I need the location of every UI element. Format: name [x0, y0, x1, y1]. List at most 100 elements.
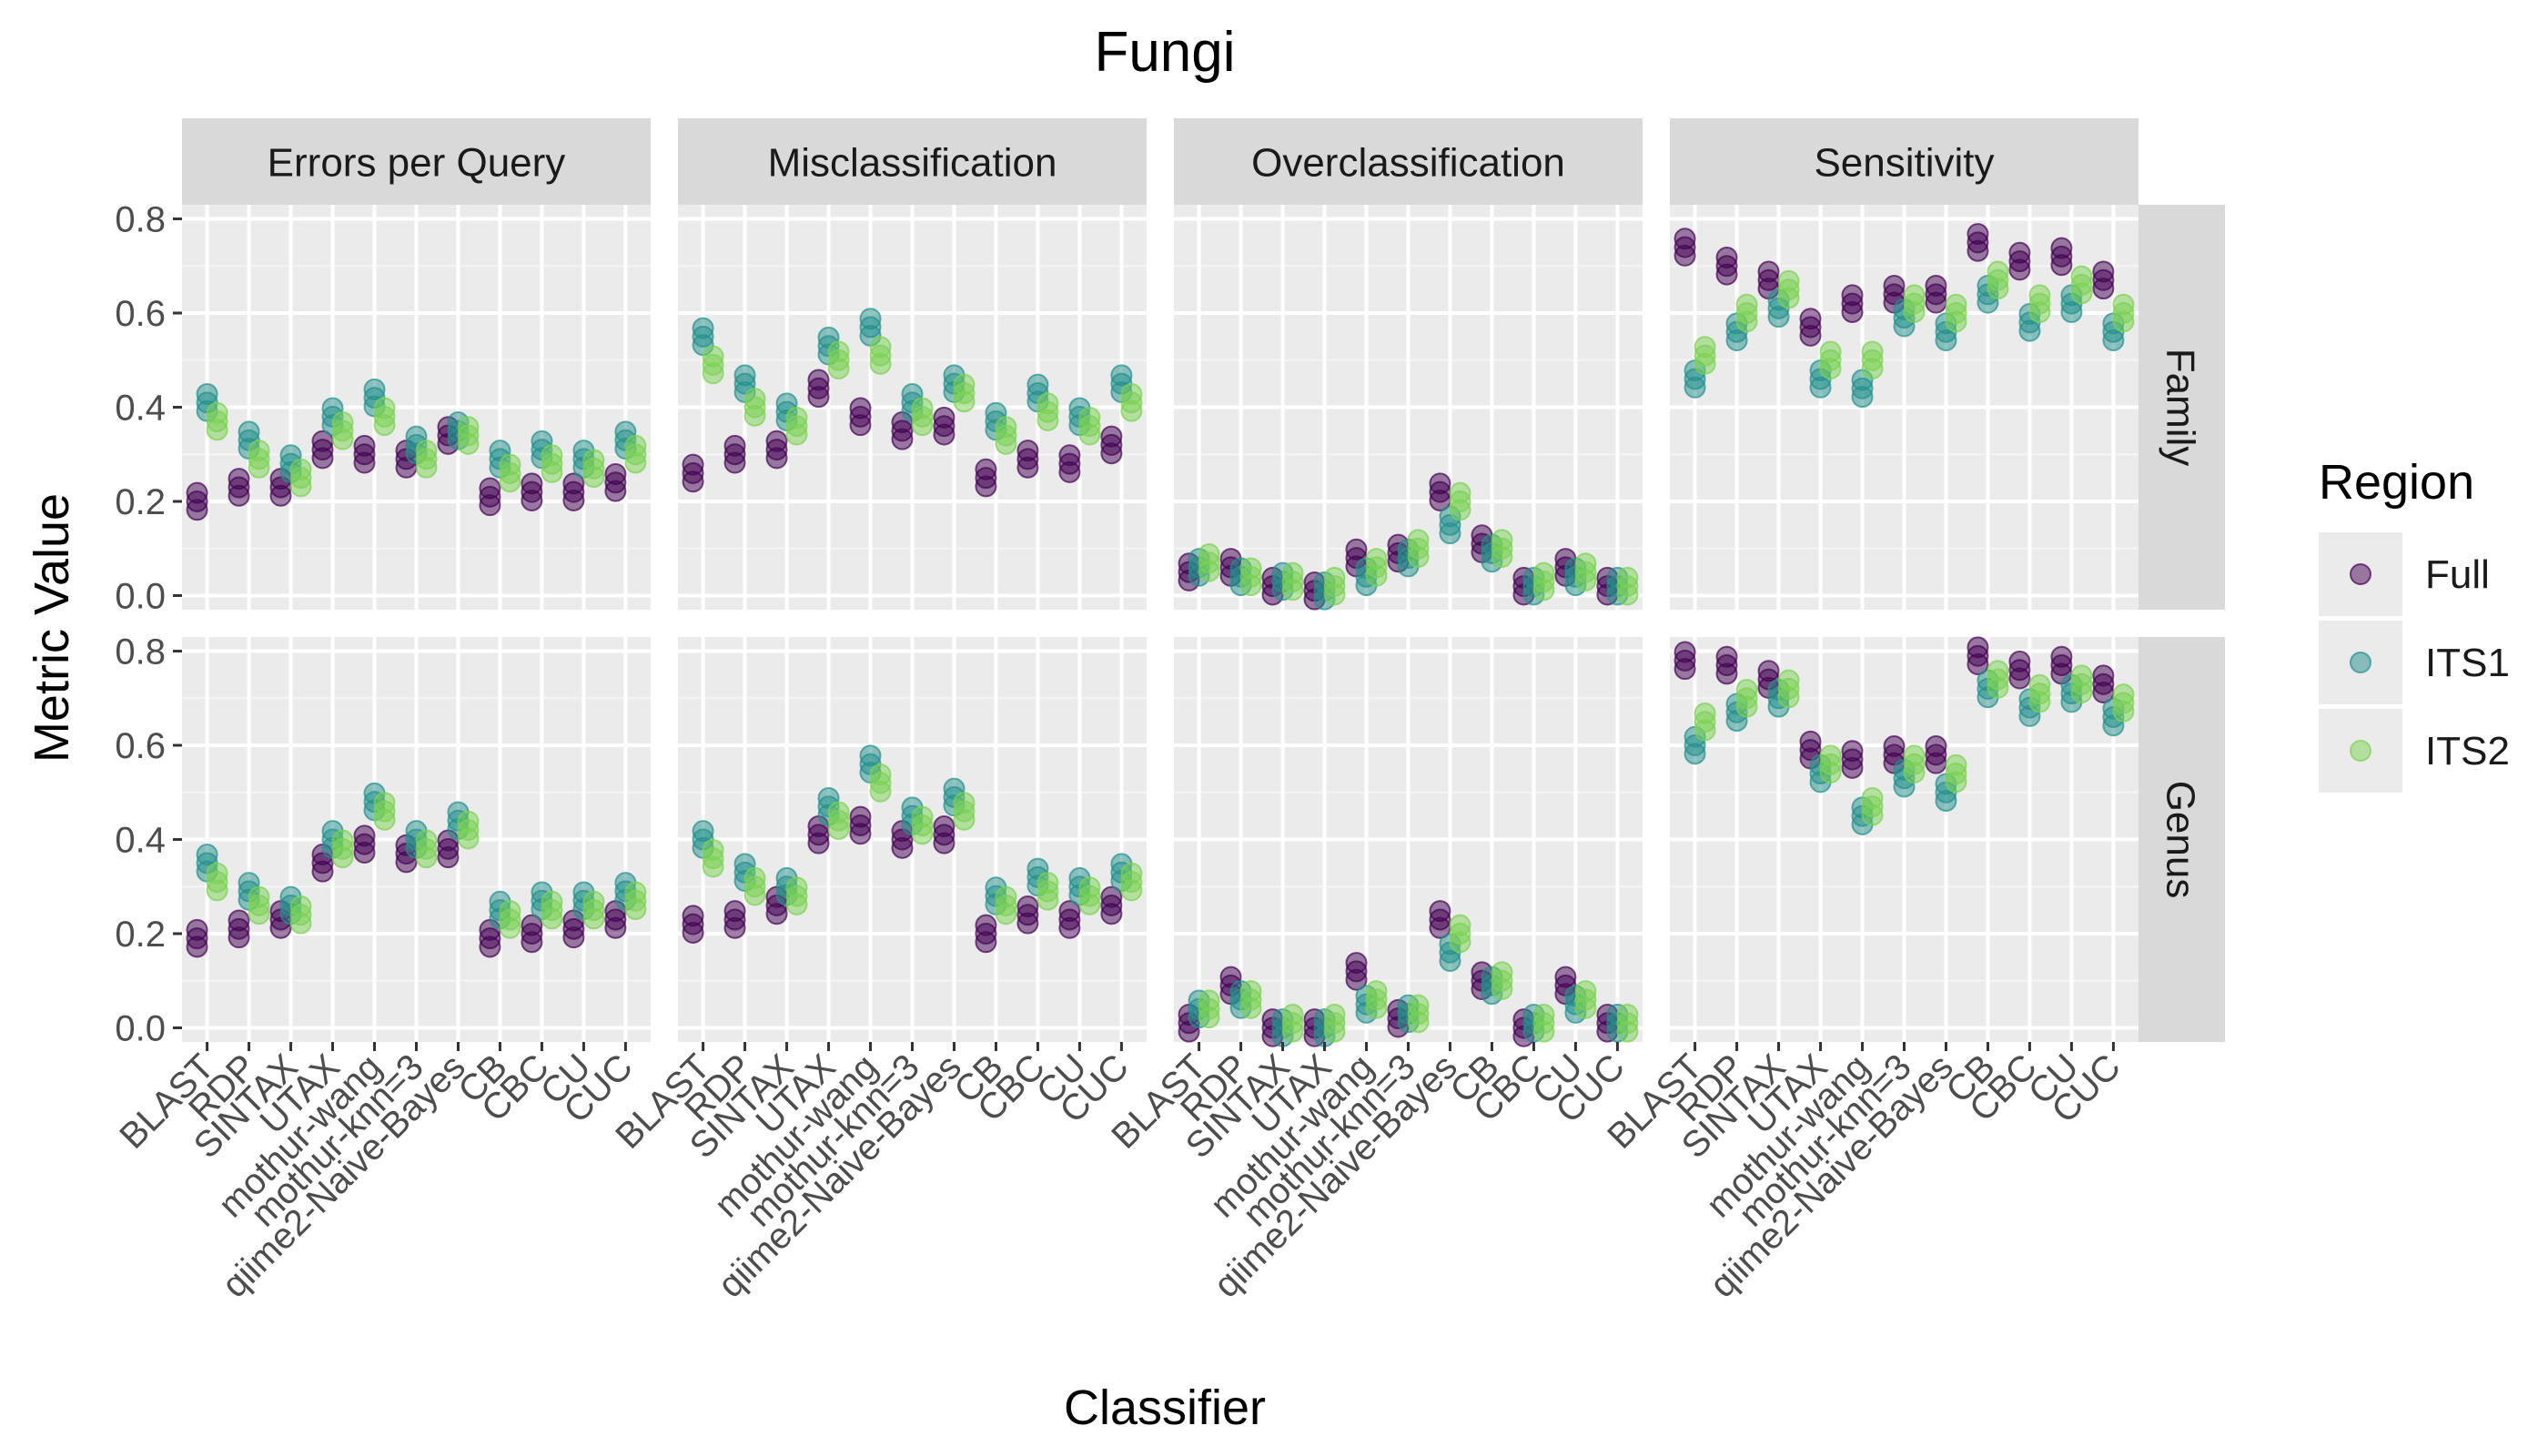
- data-point: [373, 792, 396, 814]
- panel-family-sensitivity: [1670, 205, 2138, 610]
- data-point: [1574, 980, 1597, 1003]
- data-point: [723, 434, 746, 457]
- data-point: [1281, 1003, 1304, 1026]
- strip-label: Genus: [2159, 781, 2203, 899]
- data-point: [2050, 645, 2073, 668]
- data-point: [1036, 872, 1059, 895]
- data-point: [1819, 744, 1842, 767]
- data-point: [1058, 444, 1081, 467]
- data-point: [1903, 744, 1926, 767]
- data-point: [1365, 548, 1388, 571]
- legend-item-its2: ITS2: [2319, 709, 2510, 793]
- data-point: [1281, 561, 1304, 584]
- strip-background: [1670, 118, 2138, 205]
- data-point: [186, 918, 208, 941]
- data-point: [1861, 786, 1884, 809]
- data-point: [196, 844, 218, 866]
- panel-genus-sensitivity: BLASTRDPSINTAXUTAXmothur-wangmothur-knn=…: [1600, 636, 2138, 1305]
- series-its2: [1198, 481, 1639, 606]
- data-point: [228, 909, 250, 932]
- strip-sensitivity: Sensitivity: [1670, 118, 2138, 205]
- data-point: [1532, 561, 1555, 584]
- data-point: [785, 876, 808, 899]
- y-tick-label: 0.2: [115, 482, 166, 522]
- data-point: [682, 453, 704, 476]
- strip-background: [2138, 205, 2225, 610]
- y-tick-label: 0.6: [115, 294, 166, 334]
- data-point: [1967, 636, 1989, 659]
- data-point: [562, 472, 585, 495]
- data-point: [1777, 669, 1800, 692]
- data-point: [457, 810, 480, 833]
- series-its2: [1694, 260, 2135, 380]
- data-point: [521, 472, 543, 495]
- data-point: [1861, 340, 1884, 363]
- data-point: [353, 824, 376, 847]
- data-point: [331, 411, 354, 434]
- data-point: [702, 838, 724, 861]
- data-point: [975, 914, 997, 936]
- data-point: [1841, 740, 1864, 763]
- data-point: [2008, 241, 2031, 264]
- data-point: [765, 430, 788, 452]
- data-point: [1987, 660, 2009, 682]
- panel-genus-overclassification: BLASTRDPSINTAXUTAXmothur-wangmothur-knn=…: [1104, 637, 1643, 1305]
- data-point: [2028, 673, 2051, 696]
- data-point: [2092, 664, 2115, 687]
- data-point: [1757, 660, 1780, 682]
- strip-background: [678, 118, 1147, 205]
- data-point: [869, 336, 892, 359]
- strip-label: Misclassification: [768, 141, 1057, 186]
- series-its2: [702, 763, 1143, 925]
- strip-family: Family: [2138, 205, 2225, 610]
- data-point: [1110, 364, 1133, 387]
- data-point: [1799, 730, 1822, 753]
- data-point: [196, 383, 218, 406]
- data-point: [807, 369, 830, 391]
- strip-label: Family: [2159, 349, 2203, 467]
- strip-background: [1174, 118, 1643, 205]
- data-point: [1016, 440, 1039, 462]
- data-point: [1078, 406, 1101, 429]
- data-point: [785, 406, 808, 429]
- data-point: [541, 444, 563, 467]
- data-point: [353, 434, 376, 457]
- strip-label: Overclassification: [1251, 141, 1565, 186]
- data-point: [723, 900, 746, 923]
- data-point: [743, 866, 766, 889]
- data-point: [975, 458, 997, 480]
- data-point: [2070, 265, 2093, 288]
- data-point: [457, 416, 480, 439]
- legend: Region Full ITS1 ITS2: [2319, 455, 2510, 793]
- data-point: [363, 378, 386, 400]
- data-point: [827, 801, 850, 824]
- data-point: [238, 420, 260, 443]
- data-point: [2008, 650, 2031, 672]
- data-point: [692, 820, 714, 843]
- series-full: [1673, 223, 2115, 347]
- legend-label: Full: [2425, 552, 2490, 597]
- y-tick-label: 0.2: [115, 915, 166, 955]
- strip-errors-per-query: Errors per Query: [182, 118, 651, 205]
- data-point: [1987, 260, 2009, 283]
- data-point: [953, 792, 976, 814]
- data-point: [1554, 966, 1577, 988]
- data-point: [692, 317, 714, 339]
- data-point: [1945, 753, 1967, 776]
- data-point: [1574, 552, 1597, 575]
- data-point: [499, 900, 521, 923]
- data-point: [1058, 900, 1081, 923]
- data-point: [1925, 735, 1947, 758]
- data-point: [373, 397, 396, 420]
- data-point: [1429, 900, 1451, 923]
- data-point: [541, 890, 563, 913]
- strip-overclassification: Overclassification: [1174, 118, 1643, 205]
- strip-background: [2138, 637, 2225, 1042]
- data-point: [248, 440, 270, 462]
- data-point: [1925, 275, 1947, 297]
- data-point: [859, 744, 882, 767]
- data-point: [1036, 392, 1059, 415]
- data-point: [827, 340, 850, 363]
- data-point: [1883, 275, 1906, 297]
